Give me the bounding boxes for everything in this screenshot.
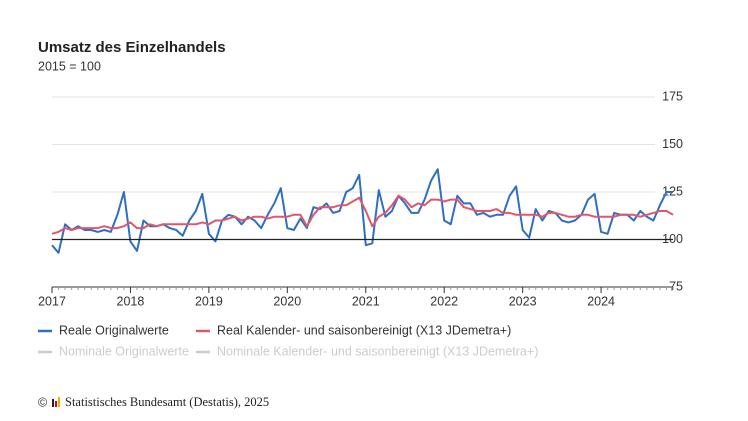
y-tick-label: 150: [662, 137, 683, 151]
legend-label-inactive: Nominale Kalender- und saisonbereinigt (…: [217, 344, 538, 358]
x-tick-label: 2021: [352, 294, 380, 308]
y-tick-label: 175: [662, 89, 683, 103]
x-tick-label: 2017: [38, 294, 66, 308]
legend-label: Reale Originalwerte: [59, 323, 169, 337]
data-line: [51, 194, 674, 235]
x-tick-label: 2024: [587, 294, 615, 308]
x-tick-label: 2019: [195, 294, 223, 308]
data-line: [51, 168, 673, 254]
x-tick-label: 2022: [430, 294, 458, 308]
logo: [52, 397, 60, 407]
source: Statistisches Bundesamt (Destatis), 2025: [65, 395, 269, 409]
x-tick-label: 2023: [509, 294, 537, 308]
copyright: ©: [38, 395, 48, 409]
chart-title: Umsatz des Einzelhandels: [38, 39, 226, 56]
legend-label: Real Kalender- und saisonbereinigt (X13 …: [217, 323, 511, 337]
x-tick-label: 2018: [117, 294, 145, 308]
legend-label-inactive: Nominale Originalwerte: [59, 344, 189, 358]
y-tick-label: 100: [662, 232, 683, 246]
y-tick-label: 75: [669, 279, 683, 293]
chart-subtitle: 2015 = 100: [38, 59, 101, 73]
x-tick-label: 2020: [273, 294, 301, 308]
